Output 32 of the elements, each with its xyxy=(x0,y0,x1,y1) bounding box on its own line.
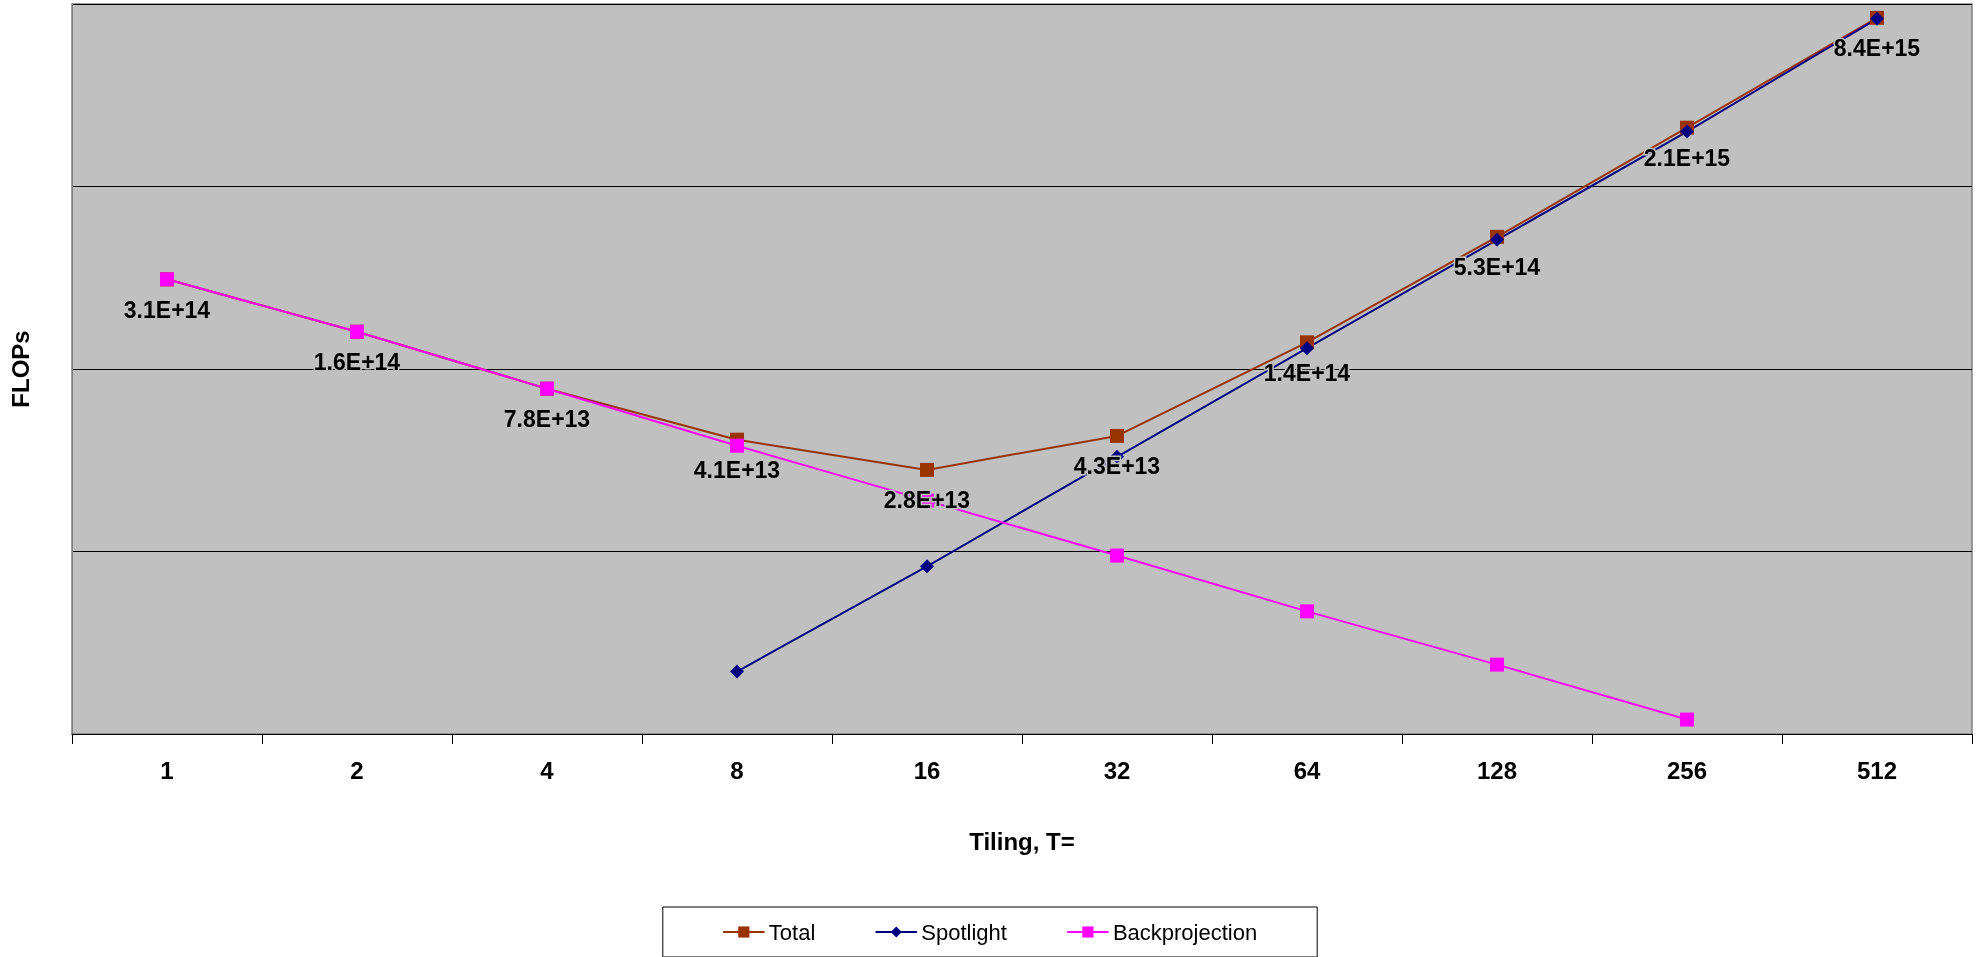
x-tick-label: 16 xyxy=(913,756,941,784)
data-label: 3.1E+14 xyxy=(123,296,211,323)
x-tick-label: 128 xyxy=(1476,756,1518,784)
point xyxy=(1300,341,1314,356)
x-tick-label: 256 xyxy=(1666,756,1708,784)
data-label: 8.4E+15 xyxy=(1833,35,1921,62)
x-tick-label: 32 xyxy=(1103,756,1131,784)
point xyxy=(1110,428,1124,443)
x-axis-title: Tiling, T= xyxy=(969,827,1075,855)
legend-label: Total xyxy=(768,919,816,945)
data-label: 7.8E+13 xyxy=(503,406,591,433)
point xyxy=(1680,124,1694,139)
point xyxy=(1300,604,1314,619)
x-tick-label: 4 xyxy=(540,756,555,784)
point xyxy=(920,559,934,574)
point xyxy=(730,438,744,453)
x-tick-label: 64 xyxy=(1293,756,1321,784)
x-tick-label: 512 xyxy=(1856,756,1898,784)
point xyxy=(920,462,934,477)
legend-label: Backprojection xyxy=(1112,919,1258,945)
x-tick-label: 8 xyxy=(730,756,744,784)
point xyxy=(1110,548,1124,563)
x-tick-label: 1 xyxy=(160,756,174,784)
legend-label: Spotlight xyxy=(921,919,1007,945)
point xyxy=(730,664,744,679)
data-label: 5.3E+14 xyxy=(1453,254,1541,281)
point xyxy=(1680,712,1694,727)
point xyxy=(1490,657,1504,672)
data-label: 2.1E+15 xyxy=(1643,145,1731,172)
data-label: 4.1E+13 xyxy=(693,457,781,484)
y-axis-title: FLOPs xyxy=(6,330,34,408)
x-tick-label: 2 xyxy=(350,756,364,784)
